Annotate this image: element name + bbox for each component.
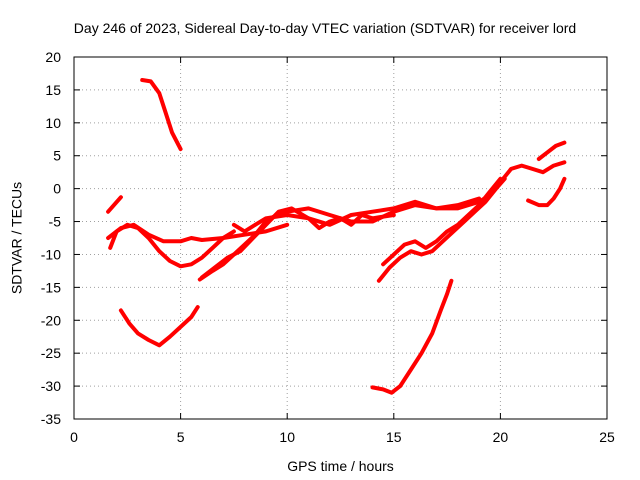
y-tick-label: -15: [41, 279, 61, 295]
y-axis-label: SDTVAR / TECUs: [9, 182, 25, 294]
series-arc-2: [118, 305, 200, 348]
series-arc-11: [370, 278, 454, 395]
y-tick-label: 20: [45, 49, 61, 65]
y-tick-label: 10: [45, 115, 61, 131]
y-tick-label: 15: [45, 82, 61, 98]
x-axis-label: GPS time / hours: [287, 458, 394, 474]
y-tick-label: -30: [41, 378, 61, 394]
plot-frame: [73, 56, 608, 420]
series-layer: [106, 78, 567, 395]
series-arc-8: [231, 213, 396, 234]
chart-title: Day 246 of 2023, Sidereal Day-to-day VTE…: [74, 20, 576, 36]
x-tick-label: 5: [177, 429, 185, 445]
series-arc-13: [536, 140, 567, 161]
x-tick-label: 0: [70, 429, 78, 445]
series-arc-10: [376, 176, 507, 283]
series-arc-6: [199, 160, 567, 280]
tick-layer: 0 5 10 15 20 25 -35 -30 -25 -20 -15 -10 -5 0 5 10 15 20: [41, 49, 615, 445]
x-tick-label: 20: [493, 429, 509, 445]
y-tick-label: -10: [41, 246, 61, 262]
series-arc-9: [381, 176, 503, 267]
y-tick-label: 0: [53, 181, 61, 197]
y-tick-label: -5: [49, 214, 62, 230]
x-tick-label: 15: [386, 429, 402, 445]
x-tick-label: 10: [279, 429, 295, 445]
y-tick-label: -20: [41, 312, 61, 328]
series-arc-3: [108, 222, 236, 269]
series-arc-7: [197, 196, 482, 282]
y-tick-label: -25: [41, 345, 61, 361]
y-tick-label: 5: [53, 148, 61, 164]
series-arc-4: [106, 222, 290, 244]
y-tick-label: -35: [41, 411, 61, 427]
x-tick-label: 25: [599, 429, 615, 445]
series-arc-12: [526, 176, 567, 208]
series-arc-1: [140, 78, 183, 152]
series-arc-5: [106, 195, 123, 214]
